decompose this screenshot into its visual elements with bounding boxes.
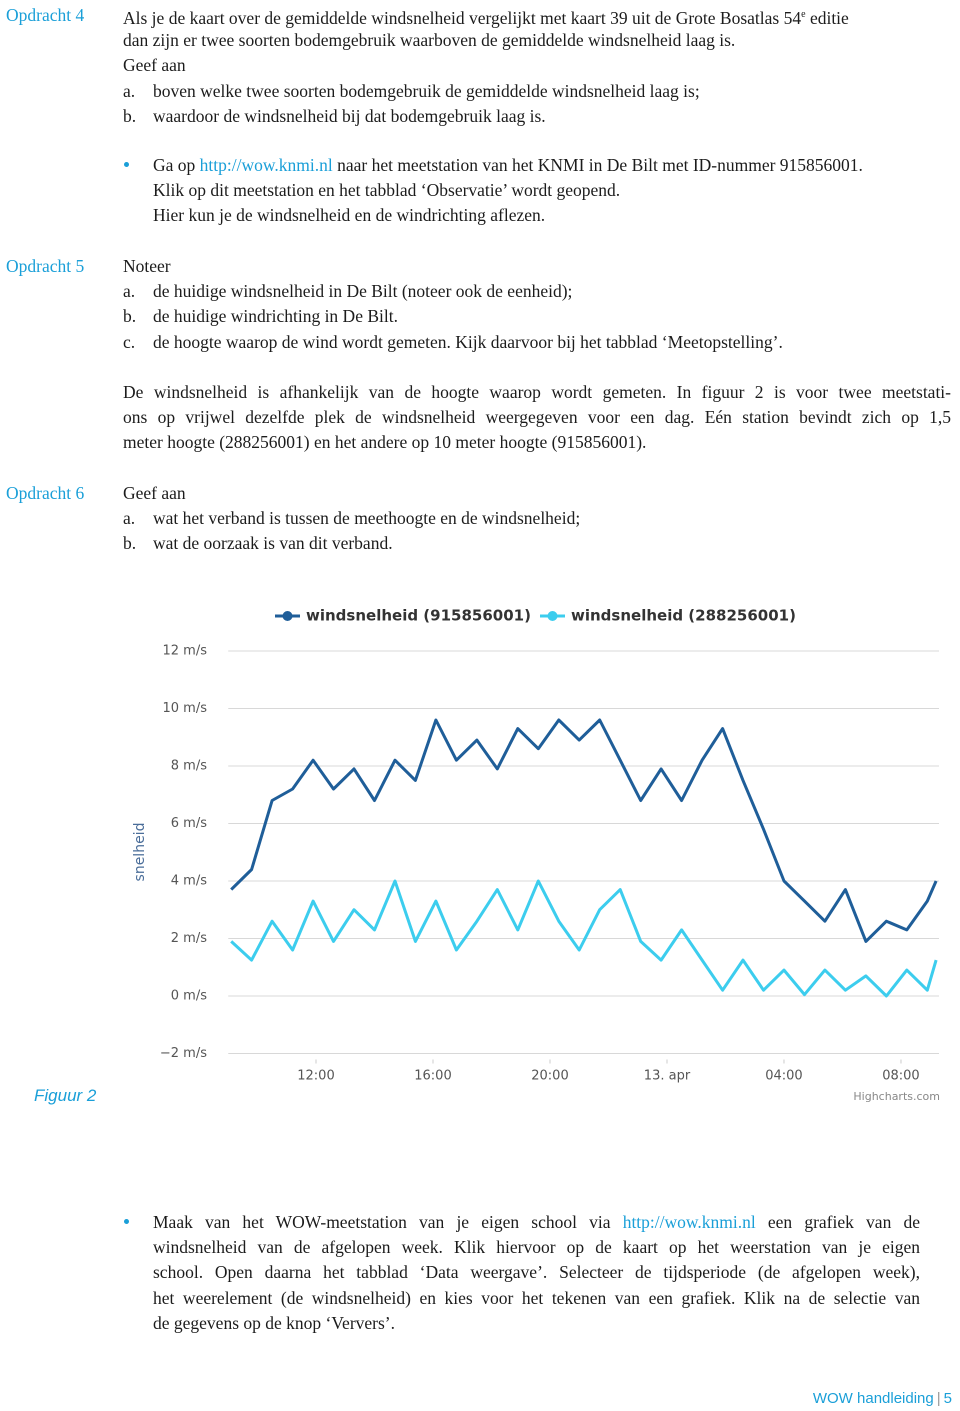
text: de gegevens op de knop ‘Ververs’. — [153, 1312, 396, 1333]
x-tick-label: 13. apr — [644, 1069, 691, 1084]
series-line — [230, 718, 938, 943]
text-line: Geef aan — [123, 481, 186, 505]
x-tick-label: 04:00 — [765, 1069, 802, 1084]
text: school. Open daarna het tabblad ‘Data we… — [153, 1262, 920, 1283]
list-marker: a. — [123, 281, 136, 302]
list-item: de hoogte waarop de wind wordt gemeten. … — [153, 331, 783, 352]
y-tick-label: 6 m/s — [171, 816, 207, 831]
text-line: de gegevens op de knop ‘Ververs’. — [153, 1311, 395, 1335]
text-line: Maak van het WOW-meetstation van je eige… — [153, 1210, 920, 1234]
task-label: Opdracht 5 — [6, 256, 85, 276]
figure-label: Figuur 2 — [34, 1086, 97, 1105]
task-label: Opdracht 6 — [6, 483, 85, 503]
superscript: e — [801, 9, 806, 20]
text: Noteer — [123, 256, 171, 276]
footer-title: WOW handleiding — [812, 1390, 934, 1407]
list-marker: a. — [123, 508, 136, 529]
list-marker: b. — [123, 533, 137, 554]
bullet — [124, 162, 129, 167]
list-marker: a. — [123, 80, 136, 101]
text: Ga op — [153, 155, 200, 175]
text: ons op vrijwel dezelfde plek de windsnel… — [123, 407, 951, 428]
y-tick-label: 2 m/s — [171, 931, 207, 946]
text: een grafiek van de — [755, 1212, 920, 1232]
x-tick-label: 12:00 — [297, 1069, 334, 1084]
text-line: school. Open daarna het tabblad ‘Data we… — [153, 1260, 920, 1284]
legend-marker — [282, 611, 293, 621]
text: Hier kun je de windsnelheid en de windri… — [153, 205, 546, 226]
y-tick-label: 10 m/s — [163, 701, 208, 716]
text: dan zijn er twee soorten bodemgebruik wa… — [123, 30, 736, 51]
text-line: ons op vrijwel dezelfde plek de windsnel… — [123, 405, 951, 429]
text: meter hoogte (288256001) en het andere o… — [123, 432, 647, 453]
credit: Highcharts.com — [853, 1090, 940, 1103]
list-item: waardoor de windsnelheid bij dat bodemge… — [153, 105, 546, 126]
list-item: de huidige windrichting in De Bilt. — [153, 306, 398, 327]
y-tick-label: −2 m/s — [160, 1046, 207, 1061]
y-tick-label: 4 m/s — [171, 873, 207, 888]
x-tick-label: 16:00 — [414, 1069, 451, 1084]
x-tick-label: 20:00 — [531, 1069, 568, 1084]
link[interactable]: http://wow.knmi.nl — [199, 155, 333, 175]
text: Geef aan — [123, 55, 186, 76]
text: Als je de kaart over de gemiddelde winds… — [123, 8, 802, 28]
list-marker: b. — [123, 306, 137, 327]
text-line: De windsnelheid is afhankelijk van de ho… — [123, 380, 951, 404]
bullet — [124, 1219, 129, 1224]
link[interactable]: http://wow.knmi.nl — [622, 1212, 756, 1232]
text: het weerelement (de windsnelheid) en kie… — [153, 1287, 920, 1308]
task-label: Opdracht 4 — [6, 5, 85, 25]
y-axis-title: snelheid — [132, 823, 148, 882]
text-line: Geef aan — [123, 53, 186, 77]
y-tick-label: 8 m/s — [171, 758, 207, 773]
y-tick-label: 12 m/s — [163, 643, 208, 658]
list-item: de huidige windsnelheid in De Bilt (note… — [153, 281, 573, 302]
footer-separator: | — [936, 1390, 941, 1407]
text: Klik op dit meetstation en het tabblad ‘… — [153, 180, 621, 201]
list-item: wat het verband is tussen de meethoogte … — [153, 508, 581, 529]
text: De windsnelheid is afhankelijk van de ho… — [123, 382, 951, 402]
text-line: Ga op http://wow.knmi.nl naar het meetst… — [153, 153, 863, 177]
text-line: het weerelement (de windsnelheid) en kie… — [153, 1286, 920, 1310]
footer: WOW handleiding | 5 — [813, 1390, 952, 1407]
list-item: wat de oorzaak is van dit verband. — [153, 533, 393, 554]
page-number: 5 — [943, 1390, 952, 1407]
text: Geef aan — [123, 483, 186, 503]
text: editie — [805, 8, 849, 28]
text-line: Hier kun je de windsnelheid en de windri… — [153, 203, 545, 227]
text-line: windsnelheid van de afgelopen week. Klik… — [153, 1235, 920, 1259]
list-marker: b. — [123, 105, 137, 126]
list-item: boven welke twee soorten bodemgebruik de… — [153, 80, 700, 101]
legend-label: windsnelheid (915856001) — [306, 607, 531, 625]
text: Maak van het WOW-meetstation van je eige… — [153, 1212, 623, 1232]
text-line: Noteer — [123, 254, 171, 278]
text: naar het meetstation van het KNMI in De … — [332, 155, 863, 175]
legend-marker — [547, 611, 558, 621]
text-line: meter hoogte (288256001) en het andere o… — [123, 430, 646, 454]
text: windsnelheid van de afgelopen week. Klik… — [153, 1237, 920, 1258]
text-line: Klik op dit meetstation en het tabblad ‘… — [153, 178, 620, 202]
text-line: Als je de kaart over de gemiddelde winds… — [123, 3, 849, 30]
y-tick-label: 0 m/s — [171, 988, 207, 1003]
legend-label: windsnelheid (288256001) — [571, 607, 796, 625]
text-line: dan zijn er twee soorten bodemgebruik wa… — [123, 28, 735, 52]
series-line — [230, 879, 938, 998]
list-marker: c. — [123, 331, 136, 352]
x-tick-label: 08:00 — [882, 1069, 919, 1084]
